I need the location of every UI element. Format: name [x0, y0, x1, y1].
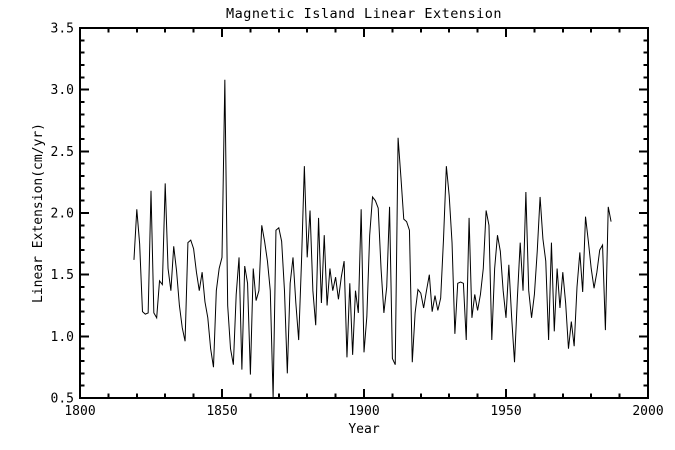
x-tick-label: 1900 — [348, 404, 379, 419]
y-tick-label: 3.0 — [51, 83, 74, 98]
y-tick-label: 1.0 — [51, 330, 74, 345]
x-axis-label: Year — [348, 422, 379, 437]
y-tick-label: 1.5 — [51, 268, 74, 283]
y-tick-label: 2.0 — [51, 207, 74, 222]
axes — [79, 27, 649, 399]
y-tick-label: 3.5 — [51, 22, 74, 37]
x-tick-label: 1800 — [64, 404, 95, 419]
y-tick-label: 0.5 — [51, 392, 74, 407]
x-tick-label: 2000 — [632, 404, 663, 419]
series-linear-extension — [133, 79, 612, 399]
x-tick-label: 1950 — [490, 404, 521, 419]
x-tick-label: 1850 — [206, 404, 237, 419]
tick-labels: 1800 1850 1900 1950 2000 0.5 1.0 1.5 2.0 2.5 3.0 3.… — [51, 22, 664, 420]
y-tick-label: 2.5 — [51, 145, 74, 160]
y-axis-label: Linear Extension(cm/yr) — [31, 123, 46, 303]
chart-title: Magnetic Island Linear Extension — [226, 6, 502, 22]
data-series — [133, 79, 612, 399]
